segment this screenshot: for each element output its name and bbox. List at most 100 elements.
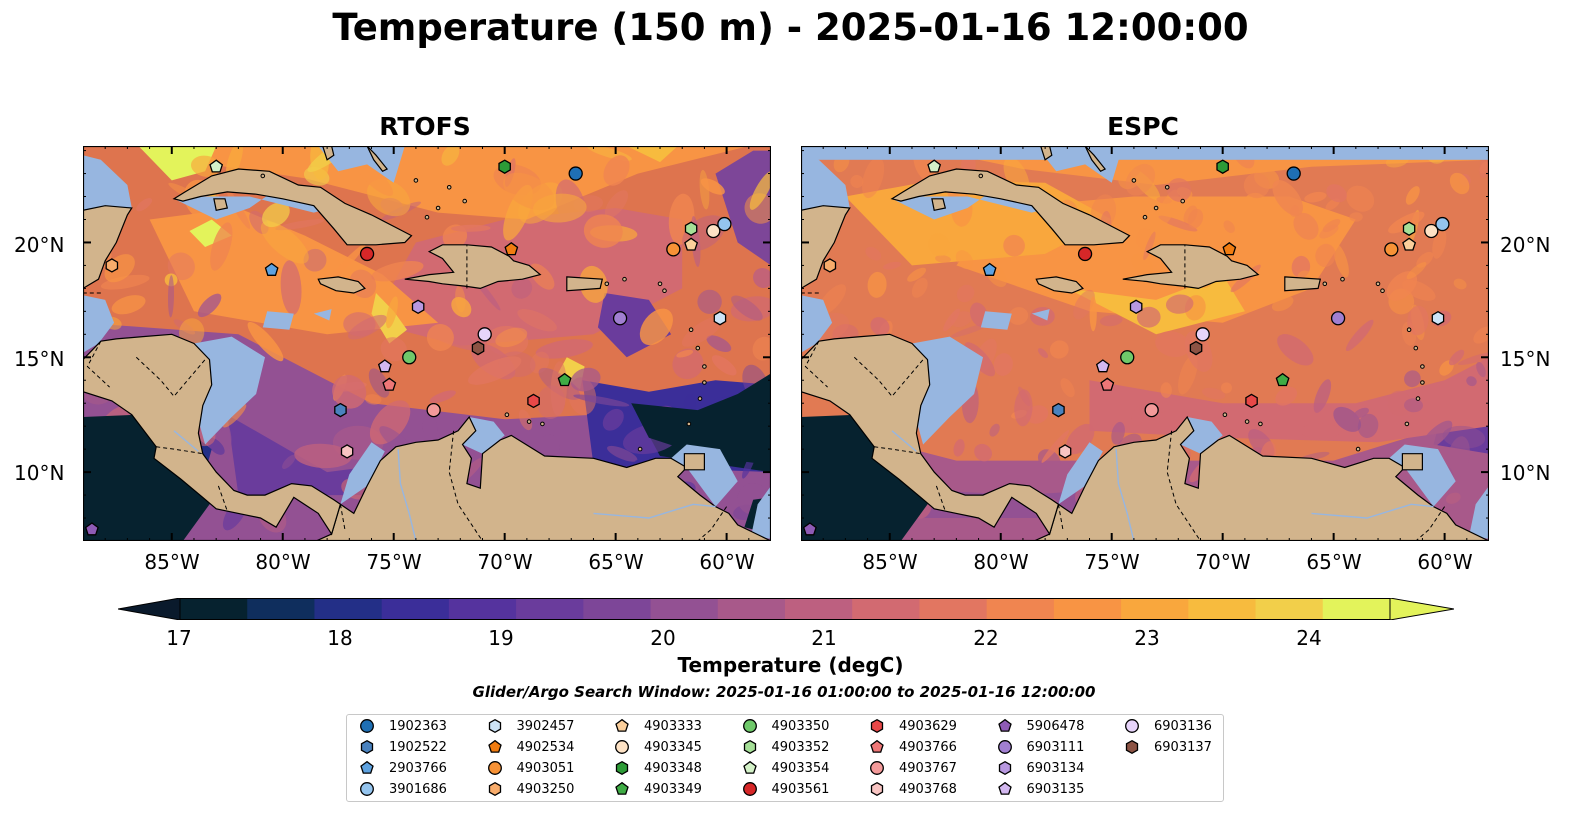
platform-marker-4903250	[105, 258, 119, 273]
colorbar-segment	[1255, 598, 1324, 620]
platform-marker-4903354	[209, 159, 224, 173]
platform-marker-6903135	[1095, 359, 1110, 373]
platform-marker-6903111	[612, 311, 628, 326]
platform-marker-4903629	[527, 393, 540, 409]
legend-label: 1902522	[389, 739, 447, 755]
colorbar-segment	[180, 598, 248, 620]
legend-label: 4903348	[644, 760, 702, 776]
platform-marker-4903629	[1245, 393, 1258, 409]
legend-label: 4903629	[899, 718, 957, 734]
platform-marker-4903345	[1424, 223, 1439, 239]
legend-label: 1902363	[389, 718, 447, 734]
legend-item-4903629: 4903629	[867, 716, 957, 736]
hexagon-marker-icon	[998, 760, 1011, 776]
colorbar-tick: 20	[650, 626, 676, 650]
colorbar-segment	[785, 598, 853, 620]
legend-label: 4903768	[899, 781, 957, 797]
lon-label-85w: 85°W	[144, 550, 200, 574]
legend-item-6903111: 6903111	[995, 737, 1085, 757]
hexagon-marker-icon	[870, 781, 884, 797]
legend-item-1902522: 1902522	[357, 737, 447, 757]
platform-marker-4903051	[1384, 242, 1399, 257]
platform-marker-4903348	[498, 159, 511, 174]
colorbar-segment	[1053, 598, 1122, 620]
platform-marker-3902457	[713, 310, 727, 326]
circle-marker-icon	[615, 740, 629, 754]
legend-label: 4903767	[899, 760, 957, 776]
lon-label-70w: 70°W	[1195, 550, 1251, 574]
platform-marker-4903561	[359, 246, 375, 262]
platform-marker-5906478	[84, 522, 99, 536]
legend-label: 4903051	[516, 760, 575, 776]
panel-title-rtofs: RTOFS	[379, 112, 471, 141]
lon-label-75w: 75°W	[366, 550, 422, 574]
legend-label: 2903766	[389, 760, 447, 776]
legend-label: 4903350	[771, 718, 830, 734]
platform-marker-4903766	[1100, 377, 1115, 391]
colorbar-segment	[516, 598, 584, 620]
pentagon-marker-icon	[997, 781, 1012, 795]
legend-item-4903250: 4903250	[485, 779, 575, 799]
platform-marker-4903354	[927, 159, 942, 173]
circle-marker-icon	[870, 761, 884, 775]
legend-item-6903134: 6903134	[995, 758, 1084, 778]
platform-marker-5906478	[802, 522, 817, 536]
pentagon-marker-icon	[615, 718, 629, 732]
platform-marker-6903134	[411, 299, 425, 315]
pentagon-marker-icon	[360, 760, 374, 774]
colorbar-segment	[1322, 598, 1391, 620]
pentagon-marker-icon	[870, 739, 884, 753]
colorbar-segment	[919, 598, 988, 620]
hexagon-marker-icon	[360, 739, 374, 755]
platform-marker-6903134	[1129, 299, 1143, 315]
legend-label: 6903137	[1154, 739, 1212, 755]
lat-label-15n: 15°N	[14, 347, 65, 371]
pentagon-marker-icon	[487, 739, 502, 753]
figure-title: Temperature (150 m) - 2025-01-16 12:00:0…	[332, 6, 1249, 49]
legend-label: 4903250	[516, 781, 575, 797]
platform-marker-4902534	[504, 241, 519, 256]
legend-item-4903561: 4903561	[740, 779, 829, 799]
legend-label: 4903345	[644, 739, 702, 755]
platform-marker-4903561	[1077, 246, 1093, 262]
legend-item-6903137: 6903137	[1122, 737, 1212, 757]
colorbar-segment	[717, 598, 786, 620]
legend-item-2903766: 2903766	[357, 758, 447, 778]
platform-marker-2903766	[264, 262, 279, 276]
colorbar-tick: 21	[811, 626, 837, 650]
legend-label: 6903111	[1026, 739, 1085, 755]
legend-label: 4903333	[644, 718, 702, 734]
legend-item-4903051: 4903051	[485, 758, 575, 778]
lon-label-70w: 70°W	[477, 550, 533, 574]
legend-item-1902363: 1902363	[357, 716, 447, 736]
hexagon-marker-icon	[488, 781, 501, 797]
legend-label: 3901686	[389, 781, 447, 797]
pentagon-marker-icon	[997, 718, 1012, 732]
map-rtofs	[83, 146, 771, 541]
hexagon-marker-icon	[870, 718, 884, 734]
colorbar-segment	[1188, 598, 1257, 620]
legend-label: 4903352	[771, 739, 830, 755]
legend-label: 4903766	[899, 739, 957, 755]
legend-item-4903350: 4903350	[740, 716, 830, 736]
lon-label-60w: 60°W	[699, 550, 755, 574]
platform-marker-1902363	[568, 166, 583, 181]
platform-marker-6903136	[1195, 327, 1210, 342]
lat-label-15n: 15°N	[1500, 347, 1551, 371]
lat-label-20n: 20°N	[14, 233, 65, 257]
platform-marker-3902457	[1431, 310, 1445, 326]
lon-label-65w: 65°W	[588, 550, 644, 574]
hexagon-marker-icon	[1125, 739, 1139, 755]
platform-marker-6903136	[477, 327, 492, 342]
lat-label-10n: 10°N	[1500, 461, 1551, 485]
platform-marker-4902534	[1222, 241, 1237, 256]
circle-marker-icon	[997, 740, 1012, 754]
legend-item-4903767: 4903767	[867, 758, 957, 778]
hexagon-marker-icon	[743, 739, 756, 755]
colorbar-segment	[583, 598, 652, 620]
platform-marker-4903345	[706, 223, 721, 239]
colorbar-tick: 19	[488, 626, 514, 650]
platform-marker-1902522	[1052, 402, 1065, 418]
platform-marker-4903350	[1120, 350, 1135, 365]
legend-item-6903135: 6903135	[995, 779, 1084, 799]
